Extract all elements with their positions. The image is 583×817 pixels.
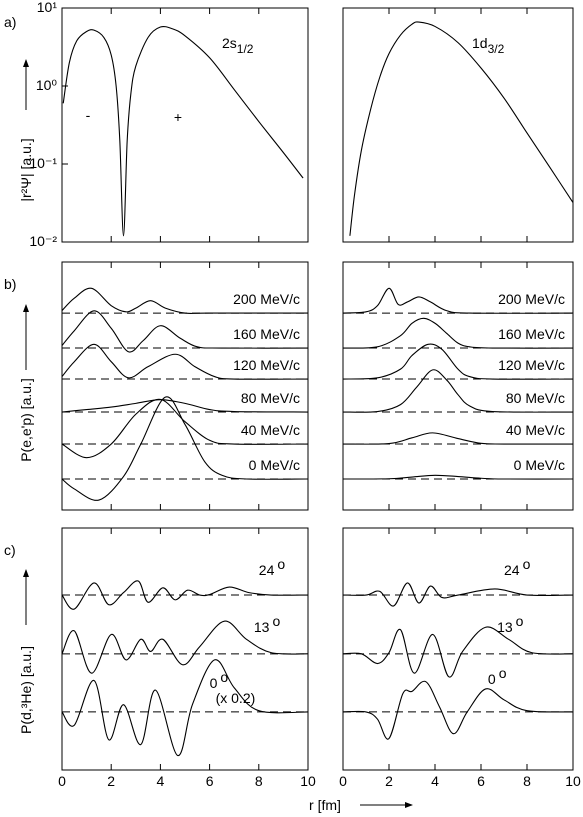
y-axis-label: P(e,e'p) [a.u.] bbox=[18, 378, 34, 462]
curve-label: 24 o bbox=[259, 556, 286, 578]
curve-label: 200 MeV/c bbox=[498, 291, 565, 307]
curve bbox=[342, 680, 574, 740]
curve-label-text: 24 bbox=[504, 562, 520, 578]
x-tick-label: 2 bbox=[107, 773, 115, 789]
curve bbox=[342, 474, 574, 480]
y-tick-label: 10¹ bbox=[37, 0, 58, 15]
curve-label: 160 MeV/c bbox=[498, 326, 565, 342]
curve bbox=[342, 626, 574, 678]
curve bbox=[62, 25, 304, 237]
sign-annotation: + bbox=[174, 109, 182, 125]
curve bbox=[61, 287, 308, 315]
sign-annotation: - bbox=[86, 107, 91, 123]
curve-label: 0 MeV/c bbox=[514, 457, 565, 473]
state-label-text: 2s bbox=[222, 35, 237, 51]
curve bbox=[61, 310, 309, 353]
panel-label: b) bbox=[4, 276, 16, 292]
panel-label: c) bbox=[4, 542, 16, 558]
curve-label: 24 o bbox=[504, 556, 531, 578]
y-tick-label: 10⁰ bbox=[36, 77, 58, 93]
curve-label: 13 o bbox=[254, 613, 281, 635]
curve-label: 40 MeV/c bbox=[506, 422, 565, 438]
state-label: 1d3/2 bbox=[472, 35, 505, 56]
curve-label-text: 13 bbox=[254, 619, 270, 635]
x-tick-label: 4 bbox=[157, 773, 165, 789]
x-tick-label: 8 bbox=[255, 773, 263, 789]
plot-frame bbox=[61, 7, 309, 243]
curve-label-text: 0 bbox=[488, 671, 496, 687]
curve bbox=[61, 343, 309, 380]
curve bbox=[61, 396, 309, 501]
y-tick-label: 10⁻² bbox=[29, 233, 57, 249]
panel-label: a) bbox=[4, 14, 16, 30]
state-label: 2s1/2 bbox=[222, 35, 254, 56]
state-label-sub: 1/2 bbox=[237, 42, 254, 56]
curve-label: 40 MeV/c bbox=[241, 422, 300, 438]
curve bbox=[61, 659, 309, 757]
x-axis-label: r [fm] bbox=[309, 797, 341, 813]
curve bbox=[61, 398, 309, 459]
curve bbox=[342, 343, 574, 380]
x-tick-label: 6 bbox=[477, 773, 485, 789]
curve-label-text: 24 bbox=[259, 562, 275, 578]
curve-label-text: 0 bbox=[210, 675, 218, 691]
x-tick-label: 0 bbox=[58, 773, 66, 789]
x-tick-label: 4 bbox=[431, 773, 439, 789]
plot-frame bbox=[342, 261, 574, 511]
curve-label-sup: o bbox=[220, 669, 228, 685]
state-label-sub: 3/2 bbox=[488, 42, 505, 56]
curve bbox=[342, 287, 574, 314]
curve-label-text: 13 bbox=[497, 619, 513, 635]
y-tick-label: 10⁻¹ bbox=[29, 155, 57, 171]
curve-label-sup: o bbox=[499, 665, 507, 681]
curve-note: (x 0.2) bbox=[216, 690, 256, 706]
curve-label: 120 MeV/c bbox=[498, 357, 565, 373]
curve bbox=[349, 21, 574, 236]
curve-label: 120 MeV/c bbox=[233, 357, 300, 373]
curve-label-sup: o bbox=[516, 613, 524, 629]
curve-label-sup: o bbox=[523, 556, 531, 572]
curve-label-sup: o bbox=[272, 613, 280, 629]
x-tick-label: 10 bbox=[565, 773, 581, 789]
x-tick-label: 2 bbox=[385, 773, 393, 789]
plot-frame bbox=[342, 7, 574, 243]
curve bbox=[342, 582, 574, 607]
curve bbox=[61, 580, 309, 610]
curve-label: 80 MeV/c bbox=[241, 390, 300, 406]
curve-label-sup: o bbox=[277, 556, 285, 572]
plot-frame bbox=[61, 527, 309, 771]
y-axis-label: |r²Ψ| [a.u.] bbox=[18, 138, 34, 201]
curve-label: 80 MeV/c bbox=[506, 390, 565, 406]
x-tick-label: 10 bbox=[300, 773, 316, 789]
x-tick-label: 6 bbox=[206, 773, 214, 789]
curve-label: 13 o bbox=[497, 613, 524, 635]
curve-label: 200 MeV/c bbox=[233, 291, 300, 307]
curve-label: 0 MeV/c bbox=[249, 457, 300, 473]
curve bbox=[342, 369, 574, 413]
curve bbox=[342, 432, 574, 445]
plot-frame bbox=[61, 261, 309, 511]
state-label-text: 1d bbox=[472, 35, 488, 51]
plot-frame bbox=[342, 527, 574, 771]
curve-label: 160 MeV/c bbox=[233, 326, 300, 342]
curve bbox=[61, 620, 309, 674]
y-axis-label: P(d,³He) [a.u.] bbox=[18, 646, 34, 734]
x-tick-label: 8 bbox=[523, 773, 531, 789]
curve bbox=[342, 317, 574, 349]
x-tick-label: 0 bbox=[339, 773, 347, 789]
